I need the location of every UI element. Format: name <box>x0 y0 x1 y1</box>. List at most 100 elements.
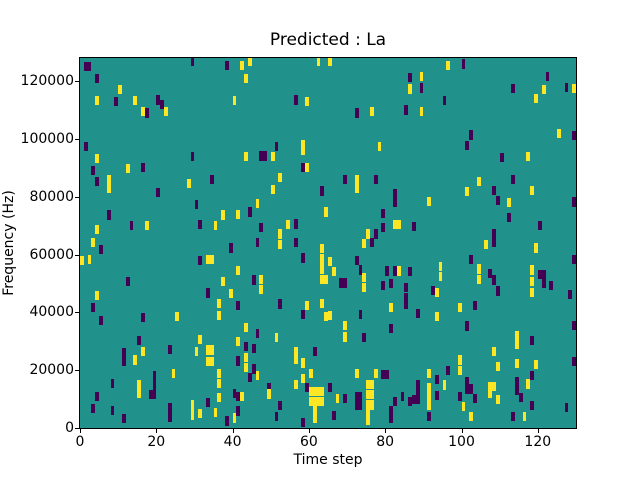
heatmap-cell <box>404 283 409 293</box>
heatmap-cell <box>572 84 576 94</box>
heatmap-cell <box>91 165 96 175</box>
heatmap-cell <box>133 96 138 106</box>
heatmap-cell <box>530 336 534 346</box>
heatmap-cell <box>99 244 103 254</box>
x-tick-mark <box>308 429 310 433</box>
heatmap-cell <box>106 210 111 220</box>
heatmap-cell <box>95 73 100 83</box>
heatmap-cell <box>461 59 466 69</box>
heatmap-cell <box>358 265 363 275</box>
heatmap-cell <box>438 261 443 271</box>
heatmap-cell <box>118 85 122 95</box>
heatmap-cell <box>122 357 126 367</box>
heatmap-cell <box>320 254 325 264</box>
heatmap-cell <box>205 345 210 355</box>
heatmap-cell <box>469 411 473 421</box>
heatmap-cell <box>488 381 492 391</box>
heatmap-cell <box>244 323 248 333</box>
heatmap-cell <box>209 345 214 355</box>
heatmap-cell <box>476 264 481 274</box>
heatmap-cell <box>370 237 374 247</box>
heatmap-cell <box>244 341 248 352</box>
heatmap-cell <box>152 371 157 381</box>
heatmap-cell <box>95 391 100 402</box>
heatmap-cell <box>190 400 195 410</box>
heatmap-cell <box>167 345 172 355</box>
heatmap-cell <box>545 71 550 81</box>
heatmap-cell <box>457 391 462 402</box>
heatmap-cell <box>469 130 473 140</box>
heatmap-cell <box>389 413 393 423</box>
heatmap-cell <box>457 302 462 313</box>
heatmap-cell <box>236 301 241 311</box>
x-tick-mark <box>461 429 463 433</box>
heatmap-cell <box>95 153 100 163</box>
heatmap-cell <box>377 142 382 152</box>
heatmap-cell <box>354 174 359 185</box>
heatmap-cell <box>320 264 325 274</box>
x-tick-mark <box>80 429 81 433</box>
heatmap-cell <box>427 196 431 206</box>
heatmap-cell <box>427 411 431 421</box>
heatmap-cell <box>198 220 203 230</box>
heatmap-cell <box>217 378 222 388</box>
heatmap-cell <box>213 220 218 230</box>
heatmap-cell <box>434 287 439 297</box>
heatmap-cell <box>122 414 126 424</box>
heatmap-cell <box>198 255 203 265</box>
heatmap-cell <box>301 253 306 263</box>
heatmap-cell <box>320 387 325 397</box>
heatmap-cell <box>431 285 435 296</box>
heatmap-cell <box>373 229 378 239</box>
heatmap-cell <box>492 346 496 357</box>
heatmap-cell <box>274 333 279 343</box>
heatmap-cell <box>495 286 500 296</box>
heatmap-cell <box>534 243 538 253</box>
heatmap-cell <box>301 140 306 150</box>
heatmap-cell <box>484 239 489 250</box>
heatmap-cell <box>91 302 96 313</box>
plot-area <box>79 57 577 429</box>
heatmap-cell <box>205 288 210 298</box>
heatmap-cell <box>354 255 359 265</box>
heatmap-cell <box>373 369 378 379</box>
heatmap-cell <box>247 207 252 217</box>
heatmap-cell <box>415 308 420 319</box>
heatmap-cell <box>217 310 222 320</box>
heatmap-cell <box>541 270 546 280</box>
x-tick-mark <box>537 429 539 433</box>
heatmap-cell <box>152 380 157 390</box>
heatmap-cell <box>163 107 168 117</box>
heatmap-cell <box>518 392 523 402</box>
heatmap-cell <box>392 220 397 230</box>
heatmap-cell <box>465 321 470 331</box>
x-tick-mark <box>156 429 158 433</box>
heatmap-cell <box>148 390 153 400</box>
heatmap-cell <box>316 396 321 406</box>
heatmap-cell <box>331 410 336 421</box>
heatmap-cell <box>415 394 420 404</box>
heatmap-cell <box>301 358 306 368</box>
heatmap-cell <box>370 390 374 400</box>
heatmap-cell <box>515 358 519 368</box>
heatmap-cell <box>278 239 283 250</box>
heatmap-cell <box>392 397 397 407</box>
heatmap-cell <box>194 199 199 209</box>
heatmap-cell <box>278 299 283 309</box>
heatmap-cell <box>259 151 264 161</box>
heatmap-cell <box>572 130 576 141</box>
heatmap-cell <box>301 309 306 319</box>
heatmap-cell <box>236 356 241 366</box>
heatmap-cell <box>194 346 199 357</box>
heatmap-cell <box>160 99 164 109</box>
heatmap-cell <box>95 290 100 300</box>
heatmap-cell <box>87 255 92 265</box>
heatmap-cell <box>198 334 203 345</box>
heatmap-cell <box>320 186 325 196</box>
heatmap-cell <box>324 207 328 217</box>
heatmap-cell <box>415 380 420 390</box>
heatmap-cell <box>526 152 531 162</box>
heatmap-cell <box>446 60 451 70</box>
y-axis-label: Frequency (Hz) <box>1 190 17 296</box>
heatmap-cell <box>411 222 416 232</box>
